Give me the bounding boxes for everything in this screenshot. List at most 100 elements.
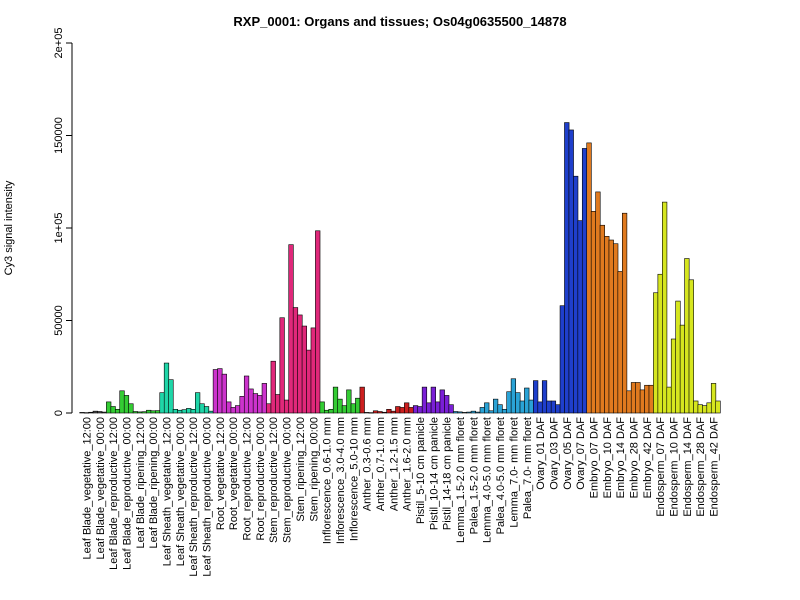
bar — [79, 412, 85, 414]
bar — [510, 378, 517, 414]
bar — [297, 314, 303, 414]
bar — [88, 411, 94, 414]
x-tick-label: Pistil_10-14 cm panicle — [428, 417, 440, 530]
bar — [653, 292, 659, 414]
bar — [710, 383, 717, 414]
x-tick-label: Inflorescence_0.6-1.0 mm — [322, 417, 334, 544]
bar — [97, 411, 103, 414]
bar — [146, 409, 152, 414]
bar — [626, 390, 632, 414]
bar — [359, 386, 365, 414]
x-tick-label: Leaf Sheath_vegetative_12:00 — [162, 417, 174, 566]
bar — [199, 403, 205, 414]
bar — [341, 405, 348, 414]
x-tick-label: Root_reproductive_12:00 — [242, 417, 254, 541]
bar — [470, 410, 476, 414]
bar — [132, 411, 138, 414]
bar — [368, 412, 374, 414]
bar — [310, 327, 316, 414]
bar — [568, 129, 574, 414]
bar — [559, 305, 565, 414]
bar — [346, 389, 352, 414]
x-tick-label: Stem_ripening_00:00 — [308, 417, 320, 522]
x-tick-label: Ovary_03 DAF — [548, 417, 560, 490]
bar — [613, 243, 619, 414]
x-tick-label: Anther_0.7-1.0 mm — [375, 417, 387, 511]
bar — [715, 400, 721, 414]
bar — [621, 212, 628, 414]
bar — [177, 409, 183, 414]
bar — [555, 404, 561, 414]
bar — [114, 408, 121, 414]
bar — [252, 393, 259, 414]
bar — [266, 403, 272, 414]
bar — [203, 406, 210, 414]
x-tick-label: Endosperm_07 DAF — [655, 417, 667, 517]
bar — [408, 407, 414, 414]
x-tick-label: Stem_reproductive_12:00 — [268, 417, 280, 543]
x-tick-label: Endosperm_42 DAF — [709, 417, 721, 517]
bar — [239, 396, 245, 414]
bar — [501, 408, 508, 414]
x-tick-label: Anther_1.6-2.0 mm — [402, 417, 414, 511]
bar — [195, 392, 201, 414]
bar — [421, 386, 428, 414]
bar — [106, 401, 112, 414]
bar — [226, 401, 232, 414]
x-tick-label: Embryo_28 DAF — [628, 417, 640, 499]
bar — [141, 411, 147, 414]
x-tick-label: Pistil_14-18 cm panicle — [442, 417, 454, 530]
bar — [159, 392, 165, 414]
bar — [670, 338, 677, 414]
bar — [608, 239, 614, 414]
x-tick-label: Embryo_10 DAF — [602, 417, 614, 499]
bar — [372, 410, 379, 414]
bar — [493, 398, 499, 414]
bar — [288, 244, 294, 414]
bar — [675, 300, 681, 414]
bar — [497, 404, 503, 414]
bar — [693, 400, 699, 414]
bar — [337, 398, 343, 414]
bar — [417, 406, 423, 414]
x-tick-label: Lemma_4.0-5.0 mm floret — [482, 417, 494, 543]
x-tick-label: Root_vegetative_00:00 — [228, 417, 240, 530]
bar — [381, 411, 388, 414]
x-tick-label: Leaf Blade_ripening_12:00 — [135, 417, 147, 549]
bar — [706, 402, 712, 414]
y-axis: 0 50000 1e+05 150000 2e+05 — [53, 28, 73, 416]
bar — [457, 411, 463, 414]
y-tick-label: 50000 — [53, 305, 65, 336]
bar — [399, 407, 405, 414]
bar — [377, 411, 383, 414]
bar — [573, 175, 579, 414]
y-tick-label: 150000 — [53, 117, 65, 154]
bar — [101, 411, 107, 414]
bar — [546, 400, 552, 414]
bar — [395, 406, 401, 414]
x-tick-label: Leaf Blade_reproductive_12:00 — [108, 417, 120, 570]
bar — [617, 271, 623, 414]
bar — [332, 386, 339, 414]
bar — [324, 409, 330, 414]
x-tick-label: Ovary_01 DAF — [535, 417, 547, 490]
bar — [412, 405, 419, 414]
bar — [230, 407, 236, 414]
bar — [190, 408, 196, 414]
x-tick-label: Leaf Blade_vegetative_00:00 — [95, 417, 107, 560]
x-tick-label: Root_reproductive_00:00 — [255, 417, 267, 541]
bar — [519, 400, 525, 414]
bar — [248, 388, 254, 414]
bar — [283, 399, 290, 414]
bar — [270, 360, 276, 414]
bar — [128, 403, 134, 414]
bar — [577, 220, 583, 414]
bar — [679, 324, 686, 414]
bar — [275, 394, 281, 414]
x-axis-labels: Leaf Blade_vegetative_12:00 Leaf Blade_ve… — [81, 417, 720, 577]
bar — [435, 401, 441, 414]
bar — [475, 411, 481, 414]
bar — [697, 404, 703, 414]
bar — [319, 401, 325, 414]
bar — [110, 406, 116, 414]
